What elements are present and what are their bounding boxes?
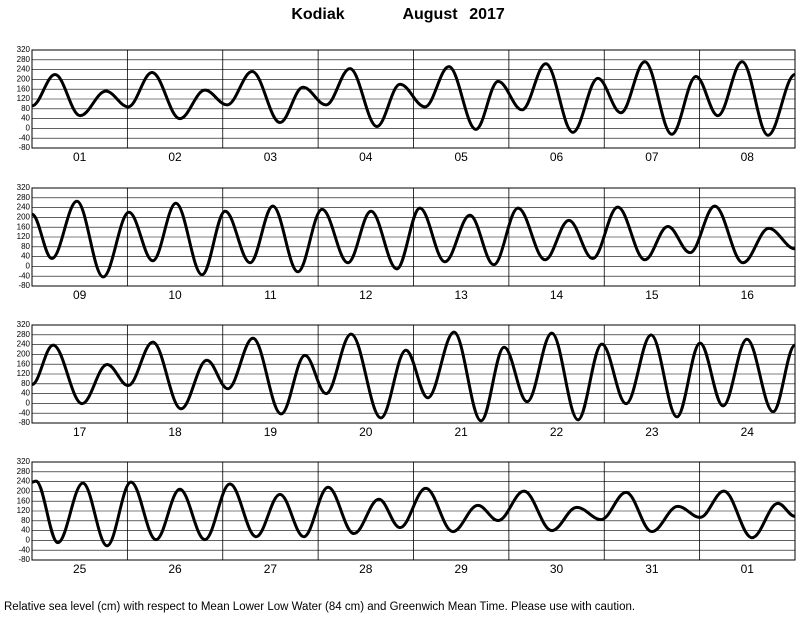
y-tick-label: 40 xyxy=(21,114,30,123)
y-tick-label: 0 xyxy=(26,124,31,133)
y-tick-label: 280 xyxy=(17,193,31,202)
y-tick-label: 80 xyxy=(21,242,30,251)
y-tick-label: 280 xyxy=(17,467,31,476)
day-label: 13 xyxy=(455,288,469,302)
day-label: 07 xyxy=(645,150,659,164)
y-tick-label: 80 xyxy=(21,104,30,113)
y-tick-label: -40 xyxy=(18,408,30,417)
y-tick-label: 40 xyxy=(21,526,30,535)
y-tick-label: 200 xyxy=(17,350,31,359)
y-tick-label: 120 xyxy=(17,506,31,515)
y-tick-label: 0 xyxy=(26,536,31,545)
plot-frame xyxy=(31,324,796,424)
y-tick-label: 320 xyxy=(17,320,31,329)
day-label: 06 xyxy=(550,150,564,164)
y-tick-label: 120 xyxy=(17,94,31,103)
plot-frame xyxy=(31,187,796,287)
y-tick-label: 120 xyxy=(17,369,31,378)
title-year: 2017 xyxy=(469,6,505,23)
y-tick-label: 40 xyxy=(21,252,30,261)
footer-note: Relative sea level (cm) with respect to … xyxy=(4,601,635,613)
y-tick-label: 120 xyxy=(17,232,31,241)
day-label: 22 xyxy=(550,425,564,439)
title-station: Kodiak xyxy=(291,6,344,23)
day-label: 28 xyxy=(359,562,373,576)
y-tick-label: 280 xyxy=(17,330,31,339)
day-label: 25 xyxy=(73,562,87,576)
y-tick-label: 160 xyxy=(17,222,31,231)
y-tick-label: 280 xyxy=(17,55,31,64)
plot-frame xyxy=(31,49,796,149)
y-tick-label: 320 xyxy=(17,457,31,466)
tide-line xyxy=(31,199,796,279)
day-label: 16 xyxy=(741,288,755,302)
day-label: 03 xyxy=(264,150,278,164)
y-tick-label: 0 xyxy=(26,262,31,271)
day-label: 24 xyxy=(741,425,755,439)
y-tick-label: -40 xyxy=(18,545,30,554)
day-label: 27 xyxy=(264,562,278,576)
day-label: 02 xyxy=(168,150,182,164)
day-label: 04 xyxy=(359,150,373,164)
day-label: 05 xyxy=(455,150,469,164)
day-label: 30 xyxy=(550,562,564,576)
day-label: 09 xyxy=(73,288,87,302)
tide-line xyxy=(31,479,796,548)
y-tick-label: 160 xyxy=(17,84,31,93)
y-tick-label: -80 xyxy=(18,555,30,564)
day-label: 12 xyxy=(359,288,373,302)
day-label: 11 xyxy=(264,288,277,302)
plot-frame xyxy=(31,461,796,561)
day-label: 01 xyxy=(73,150,87,164)
day-label: 15 xyxy=(645,288,659,302)
y-tick-label: 320 xyxy=(17,183,31,192)
day-label: 23 xyxy=(645,425,659,439)
y-tick-label: -80 xyxy=(18,281,30,290)
tide-line xyxy=(31,330,797,423)
y-tick-label: 240 xyxy=(17,65,31,74)
y-tick-label: 200 xyxy=(17,213,31,222)
day-label: 31 xyxy=(645,562,659,576)
day-label: 17 xyxy=(73,425,87,439)
day-label: 08 xyxy=(741,150,755,164)
y-tick-label: -40 xyxy=(18,271,30,280)
y-tick-label: 80 xyxy=(21,379,30,388)
y-tick-label: 80 xyxy=(21,516,30,525)
day-label: 14 xyxy=(550,288,564,302)
day-label: 29 xyxy=(455,562,469,576)
y-tick-label: 200 xyxy=(17,487,31,496)
tide-line xyxy=(31,60,796,137)
y-tick-label: 160 xyxy=(17,359,31,368)
y-tick-label: 240 xyxy=(17,203,31,212)
y-tick-label: 320 xyxy=(17,45,31,54)
y-tick-label: 200 xyxy=(17,75,31,84)
y-tick-label: 40 xyxy=(21,389,30,398)
y-tick-label: -40 xyxy=(18,133,30,142)
y-tick-label: 160 xyxy=(17,496,31,505)
day-label: 01 xyxy=(741,562,755,576)
day-label: 21 xyxy=(455,425,469,439)
title-month: August xyxy=(402,6,458,23)
y-tick-label: 240 xyxy=(17,477,31,486)
y-tick-label: 0 xyxy=(26,399,31,408)
y-tick-label: -80 xyxy=(18,143,30,152)
day-label: 26 xyxy=(168,562,182,576)
day-label: 20 xyxy=(359,425,373,439)
y-tick-label: 240 xyxy=(17,340,31,349)
y-tick-label: -80 xyxy=(18,418,30,427)
day-label: 10 xyxy=(168,288,182,302)
day-label: 19 xyxy=(264,425,278,439)
day-label: 18 xyxy=(168,425,182,439)
